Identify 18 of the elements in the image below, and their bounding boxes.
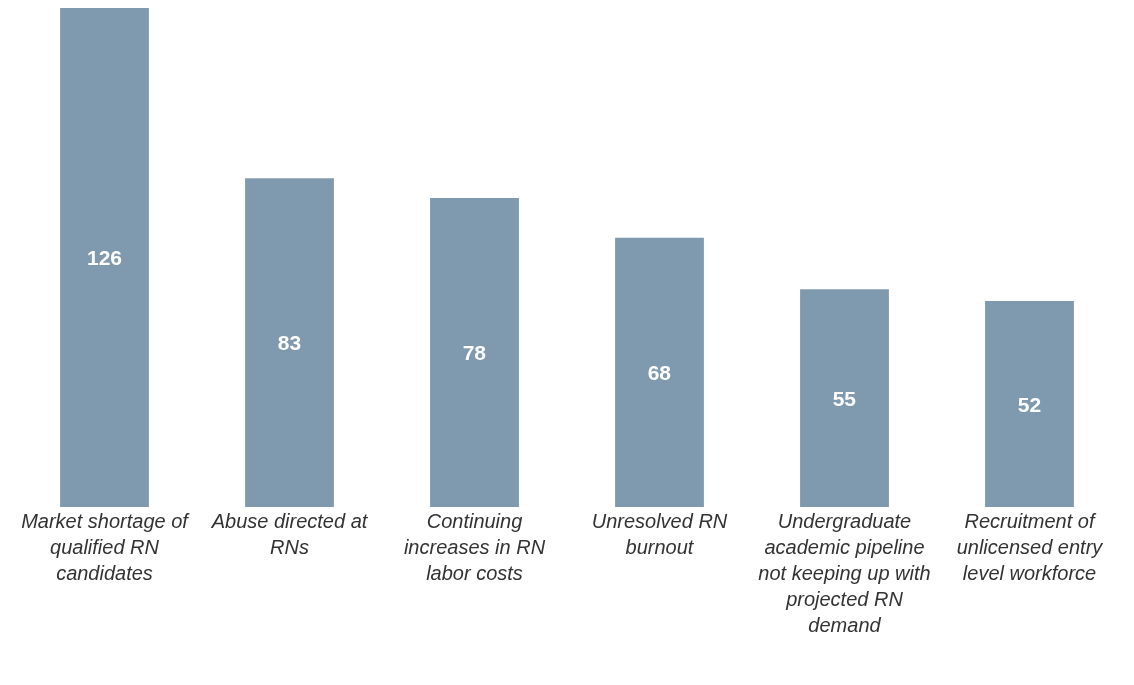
x-tick-label: Undergraduate academic pipeline not keeping up with projected RN demand — [758, 510, 931, 636]
bar — [615, 237, 704, 507]
data-label: 83 — [277, 331, 302, 355]
data-label: 68 — [647, 360, 672, 384]
x-tick-label: Unresolved RN burnout — [591, 510, 728, 558]
bar — [60, 8, 149, 507]
x-tick-label: Continuing increases in RN labor costs — [403, 510, 546, 584]
bar — [800, 289, 889, 507]
data-label: 52 — [1017, 392, 1042, 416]
bar — [245, 178, 334, 507]
x-tick-label: Abuse directed at RNs — [210, 510, 369, 558]
x-tick-label: Market shortage of qualified RN candidates — [21, 510, 191, 584]
x-tick-label: Recruitment of unlicensed entry level workforce — [956, 510, 1104, 584]
data-label: 78 — [462, 341, 487, 365]
bar — [430, 198, 519, 507]
data-label: 55 — [832, 386, 857, 410]
bar — [985, 301, 1074, 507]
data-label: 126 — [86, 246, 123, 269]
